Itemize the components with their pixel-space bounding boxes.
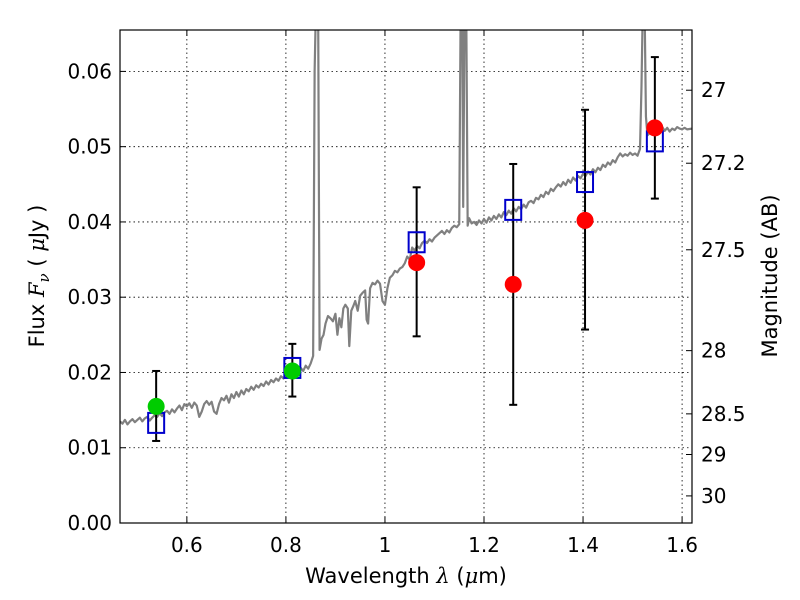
y-tick-labels: 0.00 0.01 0.02 0.03 0.04 0.05 0.06 [67, 59, 112, 535]
grid-lines [120, 30, 692, 524]
x-tick-label: 0.8 [270, 533, 302, 557]
y-tick-label: 0.03 [67, 285, 112, 309]
observed-point-red [408, 254, 426, 272]
y-tick-label: 0.02 [67, 360, 112, 384]
y2-tick-label: 28 [701, 339, 726, 363]
y2-tick-label: 27.2 [701, 151, 746, 175]
plot-frame [119, 29, 693, 524]
model-photometry-square [576, 171, 595, 194]
x-tick-label: 1.6 [666, 533, 698, 557]
y2-axis-label: Magnitude (AB) [758, 194, 782, 357]
x-tick-labels: 0.6 0.8 1 1.2 1.4 1.6 [171, 533, 698, 557]
y-tick-label: 0.06 [67, 59, 112, 83]
y-tick-label: 0.01 [67, 436, 112, 460]
y-tick-label: 0.05 [67, 135, 112, 159]
y2-tick-label: 28.5 [701, 402, 746, 426]
model-photometry-square [504, 198, 523, 221]
model-photometry-square [407, 231, 426, 254]
y2-tick-label: 27 [701, 78, 726, 102]
model-photometry-layer [147, 130, 664, 434]
axis-ticks [120, 30, 692, 524]
y-tick-label: 0.04 [67, 210, 112, 234]
observed-point-red [576, 211, 594, 229]
plot-area [120, 30, 692, 523]
y-axis-label: Flux Fν ( μJy ) [25, 205, 53, 348]
y2-tick-labels: 27 27.2 27.5 28 28.5 29 30 [701, 78, 746, 508]
y2-tick-label: 29 [701, 443, 726, 467]
observed-point-green [147, 397, 165, 415]
spectrum-line [120, 30, 692, 426]
y-tick-label: 0.00 [67, 511, 112, 535]
y2-tick-label: 27.5 [701, 238, 746, 262]
observed-point-green [283, 362, 301, 380]
x-tick-label: 1.2 [468, 533, 500, 557]
x-tick-label: 1.4 [567, 533, 599, 557]
x-tick-label: 0.6 [171, 533, 203, 557]
observed-point-red [504, 275, 522, 293]
x-tick-label: 1 [379, 533, 392, 557]
observed-points-layer [147, 119, 664, 415]
spectrum-layer [120, 30, 692, 426]
x-axis-label: Wavelength λ (μm) [305, 564, 507, 588]
observed-point-red [646, 119, 664, 137]
y2-tick-label: 30 [701, 484, 726, 508]
